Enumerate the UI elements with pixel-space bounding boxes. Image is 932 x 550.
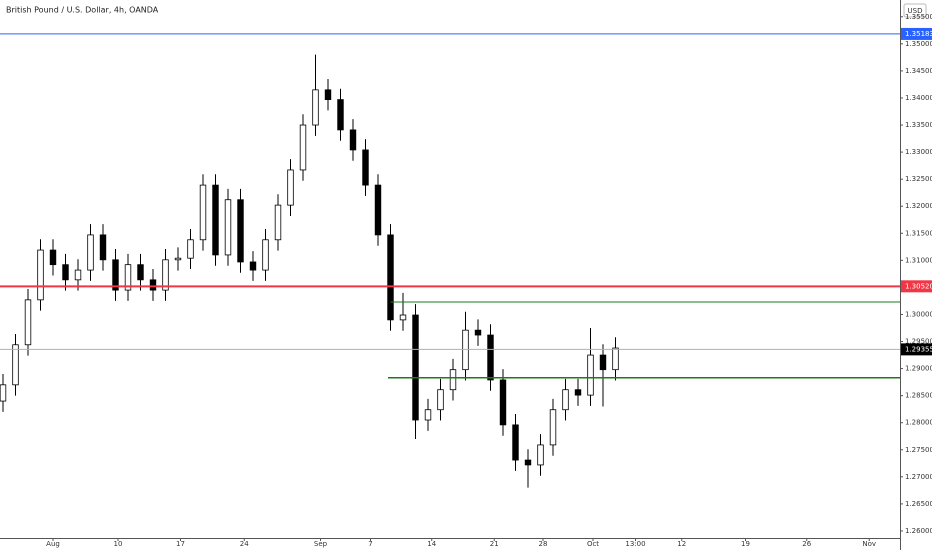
- candle-body: [112, 259, 119, 291]
- x-tick-label: 13:00: [625, 540, 645, 548]
- candle-body: [574, 389, 582, 396]
- candle-body: [99, 234, 107, 261]
- y-tick-label: 1.26000: [905, 527, 932, 535]
- candle-body: [287, 169, 294, 206]
- candle-body: [149, 279, 157, 291]
- candle-body: [399, 314, 407, 321]
- candle-body: [562, 389, 569, 411]
- x-tick-label: 21: [490, 540, 499, 548]
- candle-body: [199, 184, 207, 241]
- candle-body: [437, 389, 444, 411]
- x-tick-label: 28: [539, 540, 548, 548]
- y-tick-label: 1.28500: [905, 392, 932, 400]
- chart-title: British Pound / U.S. Dollar, 4h, OANDA: [6, 6, 159, 15]
- candle-body: [224, 199, 232, 256]
- currency-button[interactable]: [903, 3, 927, 18]
- candle-body: [187, 239, 194, 259]
- candle-body: [237, 199, 244, 263]
- candle-body: [49, 249, 57, 266]
- x-tick-label: Nov: [862, 540, 876, 548]
- candle-body: [487, 334, 494, 381]
- currency-label[interactable]: USD: [908, 7, 923, 15]
- candle-body: [312, 89, 319, 126]
- x-tick-label: 17: [176, 540, 185, 548]
- candle-body: [24, 299, 32, 346]
- price-label-box: [901, 343, 932, 356]
- y-tick-label: 1.29000: [905, 365, 932, 373]
- candle-body: [599, 354, 607, 371]
- x-tick-label: 26: [802, 540, 811, 548]
- candle-body: [412, 314, 419, 421]
- y-tick-label: 1.27500: [905, 446, 932, 454]
- candle-body: [162, 259, 169, 291]
- y-tick-label: 1.35000: [905, 40, 932, 48]
- y-tick-label: 1.31000: [905, 256, 932, 264]
- candle-body: [12, 344, 19, 386]
- candle-body: [387, 234, 394, 321]
- candle-body: [137, 264, 144, 281]
- candle-body: [74, 269, 82, 281]
- y-tick-label: 1.33000: [905, 148, 932, 156]
- y-tick-label: 1.35500: [905, 13, 932, 21]
- candle-body: [0, 384, 7, 402]
- y-tick-label: 1.31500: [905, 229, 932, 237]
- candle-body: [299, 124, 307, 171]
- y-tick-label: 1.30000: [905, 310, 932, 318]
- candle-body: [612, 347, 619, 371]
- x-tick-label: 19: [741, 540, 750, 548]
- candle-body: [587, 354, 594, 396]
- x-tick-label: Aug: [46, 540, 60, 548]
- candle-body: [499, 379, 507, 426]
- candle-body: [337, 99, 344, 131]
- candle-body: [124, 264, 132, 291]
- price-label-box: [901, 27, 932, 40]
- y-tick-label: 1.34000: [905, 94, 932, 102]
- candle-body: [62, 264, 69, 281]
- y-tick-label: 1.28000: [905, 419, 932, 427]
- y-tick-label: 1.32500: [905, 175, 932, 183]
- candle-body: [374, 184, 382, 236]
- candle-body: [537, 444, 544, 466]
- candle-body: [424, 409, 432, 421]
- price-label: 1.29355: [905, 345, 932, 353]
- candle-body: [174, 257, 182, 261]
- y-tick-label: 1.29500: [905, 338, 932, 346]
- candle-body: [512, 424, 519, 461]
- candle-body: [549, 409, 557, 446]
- price-label: 1.35183: [905, 30, 932, 38]
- candle-body: [212, 184, 219, 256]
- x-tick-label: 12: [677, 540, 686, 548]
- y-tick-label: 1.33500: [905, 121, 932, 129]
- candle-body: [362, 149, 369, 186]
- candle-body: [249, 261, 257, 271]
- price-label-box: [901, 280, 932, 293]
- candle-body: [262, 239, 269, 271]
- x-tick-label: 7: [368, 540, 372, 548]
- x-tick-label: 10: [114, 540, 123, 548]
- x-tick-label: 14: [427, 540, 436, 548]
- x-tick-label: 24: [240, 540, 249, 548]
- candle-body: [462, 329, 469, 371]
- x-tick-label: Sep: [314, 540, 328, 548]
- price-label: 1.30520: [905, 282, 932, 290]
- candle-body: [524, 459, 532, 466]
- candle-body: [324, 89, 332, 100]
- candle-body: [449, 369, 457, 391]
- y-tick-label: 1.27000: [905, 473, 932, 481]
- candle-body: [87, 234, 94, 271]
- candle-body: [474, 329, 482, 336]
- y-tick-label: 1.32000: [905, 202, 932, 210]
- candle-body: [274, 204, 282, 241]
- y-tick-label: 1.34500: [905, 67, 932, 75]
- y-tick-label: 1.26500: [905, 500, 932, 508]
- x-tick-label: Oct: [587, 540, 599, 548]
- candle-body: [37, 249, 44, 301]
- candle-body: [349, 129, 357, 151]
